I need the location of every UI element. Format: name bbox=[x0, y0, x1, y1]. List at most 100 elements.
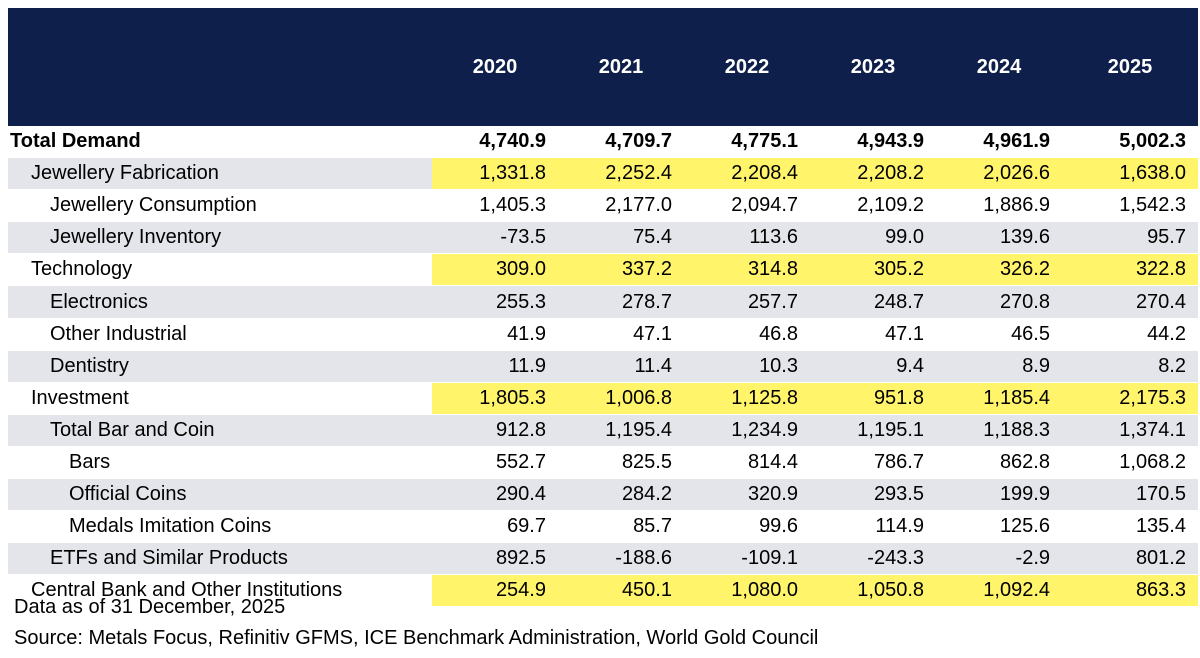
value-cell: 8.9 bbox=[936, 350, 1062, 383]
column-header: 2022 bbox=[724, 55, 770, 78]
row-label: Medals Imitation Coins bbox=[8, 510, 432, 544]
value-cell: 1,125.8 bbox=[684, 382, 810, 415]
header-band bbox=[8, 8, 1198, 126]
value-cell: 786.7 bbox=[810, 446, 936, 480]
value-cell: 69.7 bbox=[432, 510, 558, 544]
value-cell: 951.8 bbox=[810, 382, 936, 415]
value-cell: 1,092.4 bbox=[936, 574, 1062, 608]
table-row: Dentistry 11.9 11.4 10.3 9.4 8.9 8.2 bbox=[8, 350, 1198, 383]
column-header: 2025 bbox=[1107, 55, 1153, 78]
value-cell: 41.9 bbox=[432, 318, 558, 351]
value-cell: 114.9 bbox=[810, 510, 936, 544]
value-cell: 863.3 bbox=[1062, 574, 1198, 608]
value-cell: 2,094.7 bbox=[684, 189, 810, 223]
value-cell: 8.2 bbox=[1062, 350, 1198, 383]
value-cell: 1,185.4 bbox=[936, 382, 1062, 415]
value-cell: 4,943.9 bbox=[810, 126, 936, 159]
value-cell: 2,026.6 bbox=[936, 157, 1062, 191]
value-cell: 892.5 bbox=[432, 542, 558, 576]
value-cell: -109.1 bbox=[684, 542, 810, 576]
value-cell: 814.4 bbox=[684, 446, 810, 480]
value-cell: 278.7 bbox=[558, 285, 684, 319]
value-cell: 1,050.8 bbox=[810, 574, 936, 608]
value-cell: 5,002.3 bbox=[1062, 126, 1198, 159]
value-cell: 270.8 bbox=[936, 285, 1062, 319]
value-cell: 322.8 bbox=[1062, 253, 1198, 287]
value-cell: 1,234.9 bbox=[684, 414, 810, 447]
value-cell: 912.8 bbox=[432, 414, 558, 447]
value-cell: 75.4 bbox=[558, 221, 684, 255]
column-header: 2024 bbox=[976, 55, 1022, 78]
value-cell: 290.4 bbox=[432, 478, 558, 512]
table-row: Electronics 255.3 278.7 257.7 248.7 270.8 270.… bbox=[8, 285, 1198, 319]
value-cell: 47.1 bbox=[810, 318, 936, 351]
value-cell: 1,080.0 bbox=[684, 574, 810, 608]
value-cell: 85.7 bbox=[558, 510, 684, 544]
table-row: Total Demand 4,740.9 4,709.7 4,775.1 4,943.9… bbox=[8, 126, 1198, 159]
row-label: Total Demand bbox=[8, 126, 432, 159]
table-row: Investment 1,805.3 1,006.8 1,125.8 951.8 1,18… bbox=[8, 382, 1198, 415]
value-cell: -2.9 bbox=[936, 542, 1062, 576]
table-row: Medals Imitation Coins 69.7 85.7 99.6 114.9 1… bbox=[8, 510, 1198, 544]
value-cell: 1,405.3 bbox=[432, 189, 558, 223]
value-cell: 450.1 bbox=[558, 574, 684, 608]
value-cell: 801.2 bbox=[1062, 542, 1198, 576]
value-cell: 4,775.1 bbox=[684, 126, 810, 159]
row-label: Jewellery Fabrication bbox=[8, 157, 432, 191]
value-cell: 1,195.1 bbox=[810, 414, 936, 447]
value-cell: 199.9 bbox=[936, 478, 1062, 512]
value-cell: 46.5 bbox=[936, 318, 1062, 351]
value-cell: 47.1 bbox=[558, 318, 684, 351]
value-cell: -188.6 bbox=[558, 542, 684, 576]
value-cell: 305.2 bbox=[810, 253, 936, 287]
value-cell: 11.4 bbox=[558, 350, 684, 383]
row-label: Dentistry bbox=[8, 350, 432, 383]
value-cell: 135.4 bbox=[1062, 510, 1198, 544]
value-cell: 254.9 bbox=[432, 574, 558, 608]
row-label: Jewellery Consumption bbox=[8, 189, 432, 223]
column-header: 2023 bbox=[850, 55, 896, 78]
source-note: Source: Metals Focus, Refinitiv GFMS, IC… bbox=[14, 627, 819, 649]
table-row: Total Bar and Coin 912.8 1,195.4 1,234.9 1,1… bbox=[8, 414, 1198, 447]
value-cell: 293.5 bbox=[810, 478, 936, 512]
value-cell: 95.7 bbox=[1062, 221, 1198, 255]
header-row: 2020 2021 2022 2023 2024 2025 bbox=[8, 8, 1198, 126]
row-label: Electronics bbox=[8, 285, 432, 319]
table-row: Jewellery Fabrication 1,331.8 2,252.4 2,208… bbox=[8, 157, 1198, 191]
value-cell: 2,175.3 bbox=[1062, 382, 1198, 415]
value-cell: 862.8 bbox=[936, 446, 1062, 480]
table-row: Technology 309.0 337.2 314.8 305.2 326.2 322.8 bbox=[8, 253, 1198, 287]
value-cell: 2,109.2 bbox=[810, 189, 936, 223]
value-cell: 255.3 bbox=[432, 285, 558, 319]
value-cell: 248.7 bbox=[810, 285, 936, 319]
value-cell: 326.2 bbox=[936, 253, 1062, 287]
table-row: Bars 552.7 825.5 814.4 786.7 862.8 1,068.2 bbox=[8, 446, 1198, 480]
value-cell: 4,961.9 bbox=[936, 126, 1062, 159]
column-header: 2020 bbox=[472, 55, 518, 78]
value-cell: 2,177.0 bbox=[558, 189, 684, 223]
value-cell: 825.5 bbox=[558, 446, 684, 480]
value-cell: 10.3 bbox=[684, 350, 810, 383]
value-cell: 337.2 bbox=[558, 253, 684, 287]
value-cell: 1,068.2 bbox=[1062, 446, 1198, 480]
value-cell: 4,740.9 bbox=[432, 126, 558, 159]
value-cell: 309.0 bbox=[432, 253, 558, 287]
value-cell: 2,208.2 bbox=[810, 157, 936, 191]
value-cell: 11.9 bbox=[432, 350, 558, 383]
value-cell: 2,208.4 bbox=[684, 157, 810, 191]
value-cell: 552.7 bbox=[432, 446, 558, 480]
table-row: Other Industrial 41.9 47.1 46.8 47.1 46.5 44.2 bbox=[8, 318, 1198, 351]
value-cell: 1,805.3 bbox=[432, 382, 558, 415]
table-row: Jewellery Inventory -73.5 75.4 113.6 99.0 139… bbox=[8, 221, 1198, 255]
row-label: Total Bar and Coin bbox=[8, 414, 432, 447]
value-cell: 284.2 bbox=[558, 478, 684, 512]
value-cell: 139.6 bbox=[936, 221, 1062, 255]
row-label: Investment bbox=[8, 382, 432, 415]
value-cell: 170.5 bbox=[1062, 478, 1198, 512]
value-cell: 1,188.3 bbox=[936, 414, 1062, 447]
value-cell: 113.6 bbox=[684, 221, 810, 255]
data-date-note: Data as of 31 December, 2025 bbox=[14, 596, 286, 618]
value-cell: 2,252.4 bbox=[558, 157, 684, 191]
table-row: Official Coins 290.4 284.2 320.9 293.5 199.9 1… bbox=[8, 478, 1198, 512]
